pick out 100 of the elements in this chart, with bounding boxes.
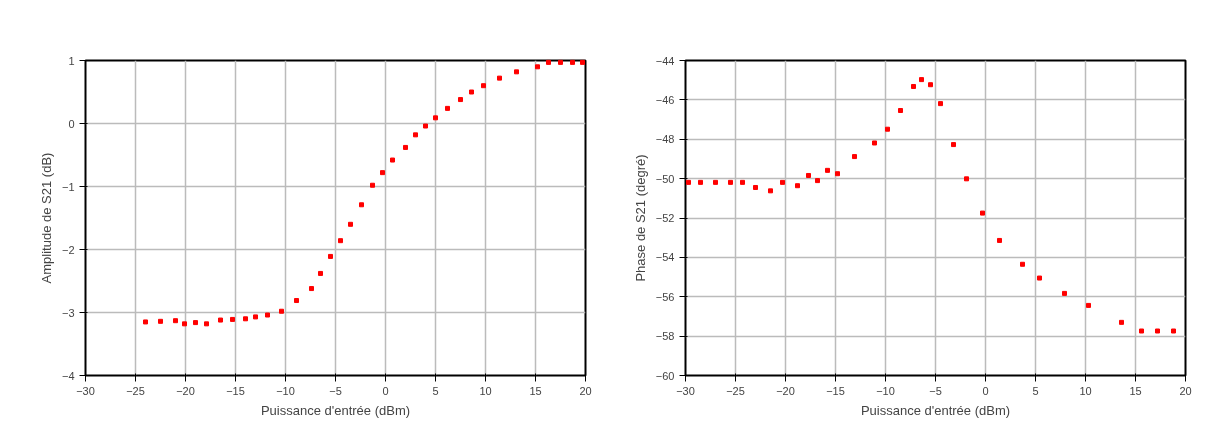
point — [204, 321, 209, 327]
point — [193, 320, 198, 326]
point — [753, 184, 758, 190]
point — [570, 59, 575, 65]
point — [898, 108, 903, 114]
x-tick-label: 5 — [432, 384, 439, 397]
point — [535, 64, 540, 70]
point — [1139, 328, 1144, 334]
x-tick-label: −15 — [826, 384, 845, 397]
point — [546, 59, 551, 65]
point — [403, 144, 408, 150]
point — [433, 115, 438, 121]
point — [243, 316, 248, 322]
y-tick-label: −50 — [655, 172, 675, 185]
point — [964, 176, 969, 182]
point — [497, 75, 502, 81]
point — [230, 316, 235, 322]
x-tick-label: 10 — [479, 384, 492, 397]
point — [173, 318, 178, 324]
point — [980, 210, 985, 216]
x-tick-label: 20 — [579, 384, 592, 397]
x-tick-label: −30 — [76, 384, 95, 397]
point — [780, 179, 785, 185]
point — [558, 59, 563, 65]
point — [852, 154, 857, 160]
point — [885, 126, 890, 132]
y-axis-title: Phase de S21 (degré) — [632, 154, 648, 282]
point — [698, 179, 703, 185]
point — [182, 321, 187, 327]
point — [309, 286, 314, 292]
point — [218, 317, 223, 323]
x-tick-label: 15 — [529, 384, 542, 397]
y-tick-label: −60 — [655, 369, 675, 382]
y-tick-label: −44 — [655, 54, 675, 67]
x-tick-label: 20 — [1179, 384, 1192, 397]
x-tick-label: −5 — [329, 384, 342, 397]
point — [835, 171, 840, 177]
point — [928, 82, 933, 88]
point — [713, 179, 718, 185]
point — [328, 253, 333, 259]
x-tick-label: −20 — [176, 384, 195, 397]
point — [740, 179, 745, 185]
point — [919, 77, 924, 83]
x-tick-label: −20 — [776, 384, 795, 397]
point — [580, 59, 585, 65]
point — [423, 123, 428, 129]
point — [1062, 290, 1067, 296]
point — [938, 101, 943, 107]
point — [338, 238, 343, 244]
point — [413, 132, 418, 138]
point — [1020, 261, 1025, 267]
y-tick-label: 1 — [68, 54, 75, 67]
point — [359, 202, 364, 208]
point — [1086, 302, 1091, 308]
point — [1155, 328, 1160, 334]
x-tick-label: 5 — [1032, 384, 1039, 397]
x-tick-label: −30 — [676, 384, 695, 397]
y-axis-title: Amplitude de S21 (dB) — [38, 152, 54, 284]
y-tick-label: −54 — [655, 251, 675, 264]
point — [911, 83, 916, 89]
point — [872, 140, 877, 146]
x-tick-label: 10 — [1079, 384, 1092, 397]
point — [469, 89, 474, 95]
point — [253, 314, 258, 320]
x-tick-label: −10 — [876, 384, 895, 397]
x-axis-title: Puissance d'entrée (dBm) — [860, 402, 1011, 418]
point — [279, 308, 284, 314]
point — [265, 312, 270, 318]
y-tick-label: −2 — [61, 243, 75, 256]
y-tick-label: −56 — [655, 290, 675, 303]
x-tick-label: −5 — [929, 384, 942, 397]
point — [481, 83, 486, 89]
point — [686, 179, 691, 185]
x-tick-label: −10 — [276, 384, 295, 397]
y-tick-label: −52 — [655, 212, 675, 224]
point — [1171, 328, 1176, 334]
x-tick-label: 0 — [982, 384, 989, 397]
point — [318, 270, 323, 276]
x-tick-label: −25 — [726, 384, 745, 397]
point — [825, 167, 830, 173]
y-tick-label: −48 — [655, 133, 675, 146]
y-tick-label: −58 — [655, 330, 675, 343]
y-tick-label: −4 — [61, 369, 75, 382]
point — [997, 237, 1002, 243]
point — [348, 221, 353, 227]
point — [795, 183, 800, 189]
y-tick-label: −1 — [61, 180, 75, 193]
point — [370, 182, 375, 188]
point — [514, 69, 519, 75]
point — [445, 105, 450, 111]
point — [390, 157, 395, 163]
point — [380, 170, 385, 176]
y-tick-label: −3 — [61, 306, 75, 319]
x-tick-label: 0 — [382, 384, 389, 397]
point — [806, 172, 811, 178]
point — [728, 179, 733, 185]
point — [815, 178, 820, 184]
point — [768, 188, 773, 194]
point — [143, 319, 148, 325]
x-tick-label: −15 — [226, 384, 245, 397]
